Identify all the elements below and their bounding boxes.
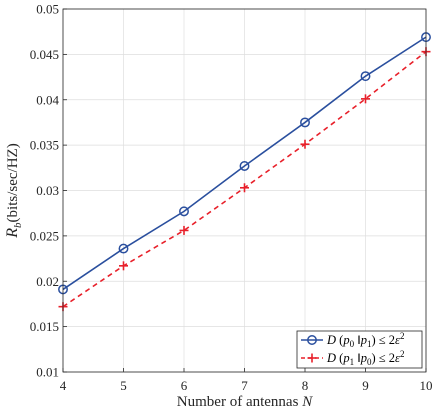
legend-label-series-2: D (p1 ‖p0) ≤ 2ε2 — [326, 349, 404, 367]
x-axis-label-text: Number of antennas — [177, 394, 299, 410]
x-tick-label-2: 6 — [181, 378, 188, 393]
series-1-line — [62, 36, 427, 291]
y-tick-label-5: 0.035 — [30, 138, 59, 153]
y-axis-label-units: (bits/sec/HZ) — [5, 143, 21, 222]
y-tick-label-1: 0.015 — [30, 319, 59, 334]
series-2-point-2 — [179, 225, 189, 235]
series-1-point-4 — [300, 117, 310, 128]
series-2-point-3 — [240, 183, 249, 193]
legend-label-series-1: D (p0 ‖p1) ≤ 2ε2 — [326, 331, 404, 349]
legend-entry-series-2: D (p1 ‖p0) ≤ 2ε2 — [301, 349, 404, 367]
y-tick-label-4: 0.03 — [36, 183, 59, 198]
x-tick-label-5: 9 — [362, 378, 369, 393]
x-tick-label-1: 5 — [120, 378, 127, 393]
x-axis-label-variable: N — [301, 394, 313, 410]
legend-marker-plus-icon — [307, 353, 317, 363]
series-2-point-1 — [119, 261, 128, 271]
legend-box — [296, 330, 423, 369]
series-1-point-5 — [360, 71, 371, 82]
legend: D (p0 ‖p1) ≤ 2ε2 D (p1 ‖p0) ≤ 2ε2 — [296, 330, 423, 369]
x-axis-label: Number of antennas N — [177, 394, 313, 410]
y-tick-label-0: 0.01 — [36, 365, 59, 380]
y-tick-label-3: 0.025 — [30, 228, 59, 243]
x-tick-label-4: 8 — [302, 378, 309, 393]
series-2-point-4 — [300, 139, 310, 149]
y-axis-label: Rb(bits/sec/HZ) — [4, 143, 24, 238]
y-axis-label-subscript: b — [12, 222, 24, 228]
y-tick-label-7: 0.045 — [30, 47, 59, 62]
y-tick-label-8: 0.05 — [36, 2, 59, 17]
series-1-point-1 — [118, 243, 129, 254]
y-axis-label-variable: R — [4, 228, 21, 239]
legend-entry-series-1: D (p0 ‖p1) ≤ 2ε2 — [301, 331, 404, 349]
legend-marker-circle-icon — [307, 335, 317, 345]
y-tick-label-6: 0.04 — [36, 92, 59, 107]
plot-frame — [62, 8, 427, 373]
y-tick-label-2: 0.02 — [36, 274, 59, 289]
series-2-point-5 — [361, 94, 370, 104]
x-tick-label-3: 7 — [241, 378, 248, 393]
series-1-point-3 — [239, 161, 250, 171]
series-1-point-2 — [179, 206, 189, 217]
x-tick-label-0: 4 — [60, 378, 67, 393]
tick-labels: 4 5 6 7 8 9 10 0.01 0.015 0.02 0.025 0.03 0.035 0.04 0… — [30, 2, 433, 394]
x-tick-label-6: 10 — [420, 378, 433, 393]
